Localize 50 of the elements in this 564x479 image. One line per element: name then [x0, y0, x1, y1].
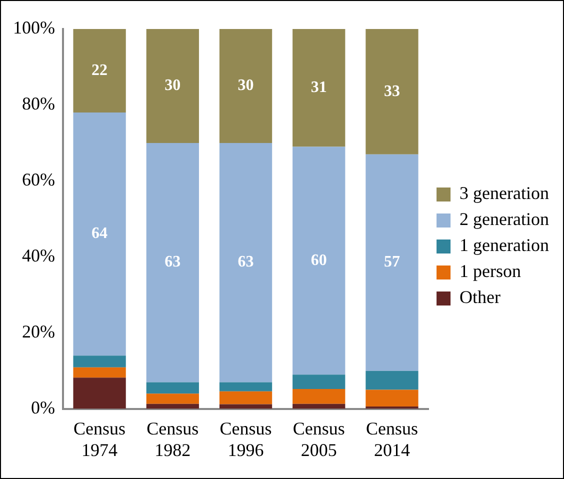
y-tick-label: 80%	[22, 94, 55, 114]
bar	[292, 29, 346, 147]
bar	[366, 370, 418, 390]
bar	[292, 374, 346, 390]
bar	[219, 391, 272, 404]
x-tick-label: Census 2005	[292, 418, 345, 460]
legend-label: Other	[460, 287, 501, 308]
y-tick-label: 60%	[22, 170, 55, 190]
bar	[219, 142, 272, 382]
legend-label: 2 generation	[460, 209, 550, 230]
y-tick-label: 100%	[12, 18, 55, 38]
data-label: 57	[384, 254, 400, 271]
y-tick-label: 0%	[30, 398, 55, 418]
data-label: 64	[92, 225, 108, 242]
bar	[292, 389, 346, 404]
bar	[146, 142, 199, 382]
bar	[146, 394, 199, 404]
data-label: 63	[238, 254, 254, 271]
legend-label: 1 person	[460, 261, 522, 282]
x-tick-label: Census 2014	[366, 418, 418, 460]
y-tick-label: 20%	[22, 322, 55, 342]
data-label: 31	[310, 79, 327, 96]
data-label: 33	[384, 82, 400, 100]
x-tick-label: Census 1974	[74, 418, 126, 460]
data-label: 63	[164, 254, 181, 271]
bar	[219, 29, 272, 143]
bar	[73, 378, 126, 409]
bar	[219, 382, 272, 392]
y-tick-label: 40%	[22, 246, 55, 266]
data-label: 30	[238, 77, 254, 94]
x-tick-label: Census 1982	[146, 418, 199, 460]
bar	[73, 367, 126, 378]
x-tick-label: Census 1996	[220, 418, 272, 460]
bar	[292, 404, 346, 409]
data-label: 22	[92, 62, 108, 79]
bar	[219, 404, 272, 409]
bar	[292, 146, 346, 375]
bar	[366, 29, 418, 154]
legend-label: 1 generation	[460, 235, 550, 256]
bar	[73, 29, 126, 113]
data-label: 30	[164, 77, 181, 94]
data-label: 60	[310, 252, 327, 269]
bar	[146, 382, 199, 394]
bar	[146, 404, 199, 409]
bar	[146, 29, 199, 143]
bar	[366, 154, 418, 371]
bar	[73, 112, 126, 356]
bar	[73, 356, 126, 368]
bar	[366, 390, 418, 407]
legend-label: 3 generation	[460, 183, 550, 204]
